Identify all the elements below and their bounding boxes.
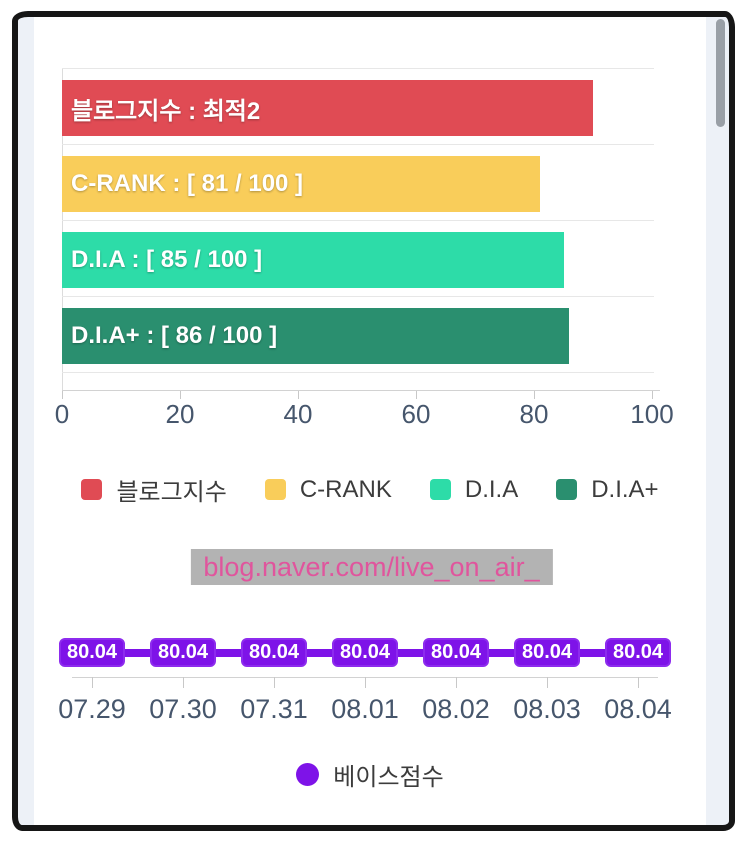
data-point-label: 80.04 xyxy=(241,638,307,667)
line-chart-axis-tick xyxy=(183,677,184,688)
legend-label: 블로그지수 xyxy=(116,479,227,506)
date-tick-label: 07.30 xyxy=(149,694,217,724)
bar-chart-axis-tick xyxy=(298,391,299,399)
line-chart-axis-tick xyxy=(92,677,93,688)
bar-chart-gridline xyxy=(62,296,654,297)
legend-swatch-icon xyxy=(81,479,103,500)
bar-chart-axis-tick xyxy=(416,391,417,399)
line-chart-axis-tick xyxy=(638,677,639,688)
legend-item-블로그지수[interactable]: 블로그지수 xyxy=(81,472,227,507)
bar-value-label: 블로그지수 : 최적2 xyxy=(71,97,261,125)
bar-chart-gridline xyxy=(62,144,654,145)
bar-D.I.A: D.I.A : [ 85 / 100 ] xyxy=(62,232,564,288)
bar-chart-legend: 블로그지수 C-RANK D.I.A D.I.A+ xyxy=(34,472,706,507)
bar-C-RANK: C-RANK : [ 81 / 100 ] xyxy=(62,156,540,212)
date-tick-label: 08.02 xyxy=(422,694,490,724)
date-tick-label: 08.01 xyxy=(331,694,399,724)
legend-swatch-icon xyxy=(264,479,286,500)
bar-chart-y-axis-line xyxy=(62,68,63,390)
bar-chart-tick-label: 40 xyxy=(283,399,313,429)
legend-item-D.I.A+[interactable]: D.I.A+ xyxy=(556,475,659,504)
legend-dot-icon xyxy=(296,763,320,786)
bar-chart-axis-tick xyxy=(652,391,653,399)
legend-swatch-icon xyxy=(556,479,578,500)
bar-chart-gridline xyxy=(62,220,654,221)
legend-label: D.I.A xyxy=(464,475,519,503)
bar-chart-axis-tick xyxy=(534,391,535,399)
legend-label: D.I.A+ xyxy=(591,475,659,503)
bar-chart-x-axis-line xyxy=(62,390,660,391)
bar-chart-axis-tick xyxy=(62,391,63,399)
bar-chart-axis-tick xyxy=(180,391,181,399)
blog-url-link[interactable]: blog.naver.com/live_on_air_ xyxy=(190,549,553,585)
date-tick-label: 07.29 xyxy=(58,694,126,724)
content-panel xyxy=(34,17,706,825)
data-point-label: 80.04 xyxy=(332,638,398,667)
date-tick-label: 08.03 xyxy=(513,694,581,724)
bar-chart-tick-label: 80 xyxy=(519,399,549,429)
bar-value-label: D.I.A+ : [ 86 / 100 ] xyxy=(71,322,278,349)
legend-item-C-RANK[interactable]: C-RANK xyxy=(264,475,392,504)
bar-D.I.A+: D.I.A+ : [ 86 / 100 ] xyxy=(62,308,570,364)
data-point-label: 80.04 xyxy=(150,638,216,667)
blog-url-text: blog.naver.com/live_on_air_ xyxy=(203,552,540,582)
line-chart-legend: 베이스점수 xyxy=(34,757,706,792)
legend-swatch-icon xyxy=(429,479,451,500)
legend-item-D.I.A[interactable]: D.I.A xyxy=(429,475,519,504)
data-point-label: 80.04 xyxy=(423,638,489,667)
bar-value-label: D.I.A : [ 85 / 100 ] xyxy=(71,246,263,273)
bar-블로그지수: 블로그지수 : 최적2 xyxy=(62,80,593,136)
bar-chart-gridline xyxy=(62,68,654,69)
data-point-label: 80.04 xyxy=(59,638,125,667)
date-tick-label: 07.31 xyxy=(240,694,308,724)
legend-label: 베이스점수 xyxy=(333,764,444,791)
bar-value-label: C-RANK : [ 81 / 100 ] xyxy=(71,170,304,197)
date-tick-label: 08.04 xyxy=(604,694,672,724)
bar-chart-tick-label: 0 xyxy=(54,399,70,429)
line-chart-axis-tick xyxy=(547,677,548,688)
bar-chart-tick-label: 100 xyxy=(630,399,674,429)
line-chart-axis-tick xyxy=(274,677,275,688)
bar-chart-tick-label: 60 xyxy=(401,399,431,429)
line-chart-axis-tick xyxy=(456,677,457,688)
bar-chart-tick-label: 20 xyxy=(165,399,195,429)
line-chart-axis-tick xyxy=(365,677,366,688)
legend-label: C-RANK xyxy=(299,475,392,503)
scrollbar-thumb[interactable] xyxy=(716,19,725,127)
data-point-label: 80.04 xyxy=(605,638,671,667)
legend-item-베이스점수[interactable]: 베이스점수 xyxy=(296,757,444,792)
bar-chart-gridline xyxy=(62,372,654,373)
data-point-label: 80.04 xyxy=(514,638,580,667)
